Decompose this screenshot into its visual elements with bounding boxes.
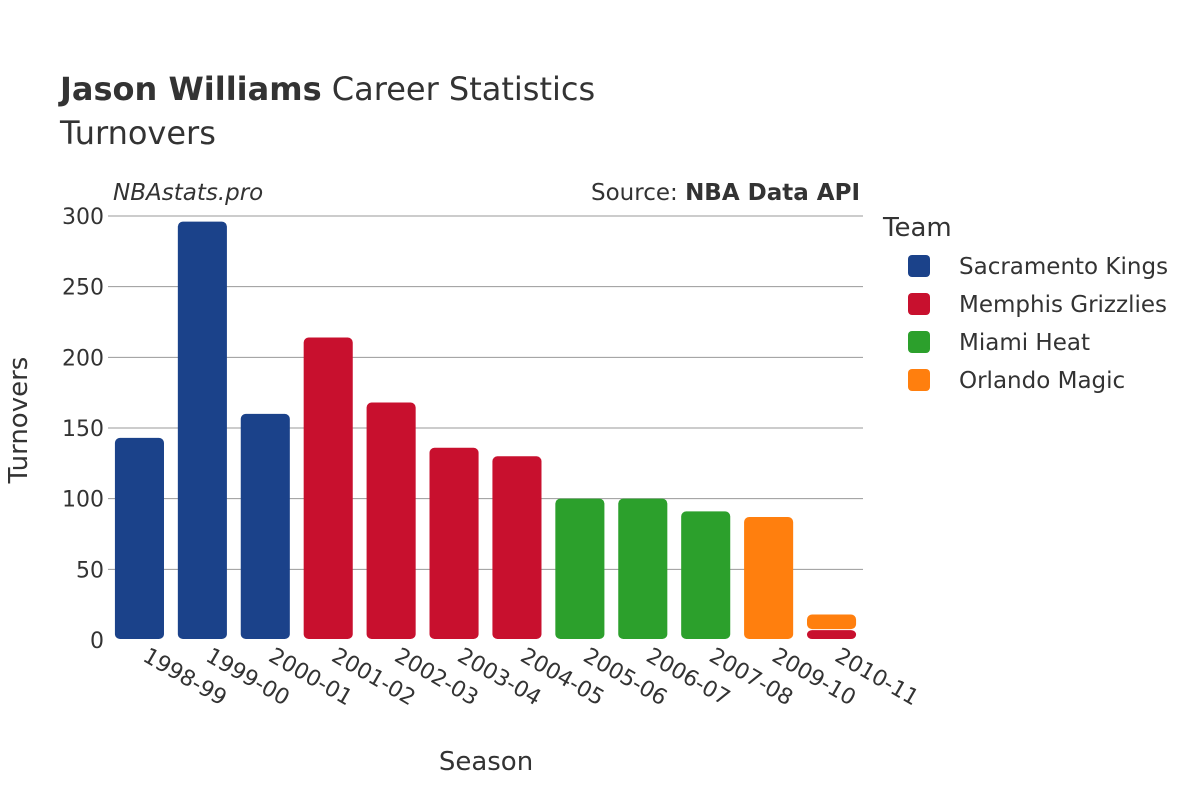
- source-label: Source: NBA Data API: [591, 180, 860, 206]
- bar: [366, 402, 416, 639]
- y-tick-label: 300: [62, 205, 104, 230]
- legend-label: Memphis Grizzlies: [959, 292, 1167, 318]
- chart-title-rest: Career Statistics: [322, 70, 596, 108]
- bar: [807, 630, 857, 639]
- bar: [492, 456, 542, 639]
- chart-title: Jason Williams Career Statistics: [58, 70, 595, 108]
- legend-label: Sacramento Kings: [959, 254, 1168, 280]
- legend: Sacramento Kings Memphis Grizzlies Miami H…: [908, 254, 1168, 394]
- source-name: NBA Data API: [685, 180, 860, 206]
- bar: [177, 221, 227, 640]
- bars: [114, 221, 857, 640]
- legend-swatch: [908, 293, 930, 315]
- legend-swatch: [908, 369, 930, 391]
- y-tick-label: 100: [62, 488, 104, 513]
- y-tick-label: 0: [90, 629, 104, 654]
- source-prefix: Source:: [591, 180, 685, 206]
- bar: [303, 337, 353, 639]
- chart-subtitle: Turnovers: [59, 114, 216, 152]
- legend-swatch: [908, 255, 930, 277]
- watermark: NBAstats.pro: [113, 180, 263, 206]
- gridlines: [108, 215, 863, 570]
- legend-swatch: [908, 331, 930, 353]
- bar: [681, 511, 731, 639]
- y-tick-label: 250: [62, 276, 104, 301]
- bar: [618, 498, 668, 639]
- x-axis-ticks: 1998-991999-002000-012001-022002-032003-…: [138, 644, 922, 712]
- y-axis-ticks: 0 50 100 150 200 250 300: [62, 205, 104, 654]
- legend-label: Miami Heat: [959, 330, 1090, 356]
- bar: [429, 447, 479, 639]
- chart-title-bold: Jason Williams: [58, 70, 322, 108]
- bar: [744, 517, 794, 639]
- y-tick-label: 200: [62, 346, 104, 371]
- bar: [240, 413, 290, 639]
- legend-label: Orlando Magic: [959, 368, 1125, 394]
- bar: [555, 498, 605, 639]
- bar: [807, 614, 857, 630]
- y-tick-label: 150: [62, 417, 104, 442]
- x-axis-label: Season: [439, 747, 533, 777]
- y-axis-label: Turnovers: [4, 357, 34, 485]
- bar: [114, 437, 164, 639]
- legend-title: Team: [882, 213, 952, 243]
- y-tick-label: 50: [76, 558, 104, 583]
